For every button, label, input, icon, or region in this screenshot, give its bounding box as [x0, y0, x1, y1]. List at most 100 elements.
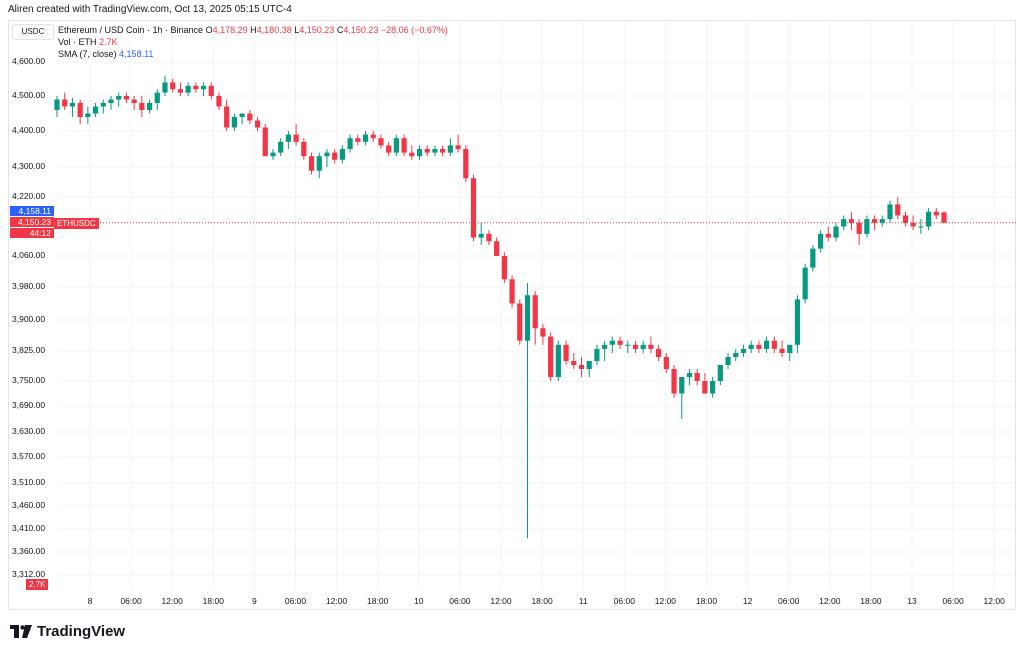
candle-body	[887, 204, 893, 220]
legend-sma-label: SMA (7, close)	[58, 49, 117, 59]
candle-body	[841, 219, 847, 227]
candle	[69, 97, 76, 117]
candle-body	[871, 219, 878, 223]
chart-frame[interactable]	[8, 20, 1016, 610]
candle-body	[794, 299, 801, 345]
candle	[501, 252, 507, 284]
candle-body	[247, 113, 253, 121]
candle	[825, 226, 831, 242]
candle-body	[432, 149, 438, 153]
candle	[193, 82, 199, 93]
legend-low: 4,150.23	[299, 25, 335, 35]
candle	[841, 215, 847, 231]
x-tick-label: 12	[742, 596, 753, 606]
candle-body	[401, 138, 407, 153]
candle-body	[208, 85, 214, 96]
candle-body	[594, 348, 600, 361]
legend-change: −28.06 (−0.67%)	[380, 25, 448, 35]
candle	[632, 340, 639, 353]
candle-body	[933, 211, 939, 216]
candle	[386, 141, 392, 157]
legend-high-label: H	[250, 25, 257, 35]
x-tick-label: 06:00	[778, 596, 800, 606]
candle	[416, 145, 423, 160]
candle	[787, 344, 793, 361]
y-tick-label: 4,400.00	[12, 125, 46, 135]
candle	[77, 99, 83, 124]
legend-symbol[interactable]: Ethereum / USD Coin · 1h · Binance	[58, 25, 204, 35]
candle-body	[787, 344, 793, 353]
y-tick-label: 4,220.00	[12, 191, 46, 201]
tradingview-logo[interactable]: TradingView	[10, 623, 125, 640]
currency-button[interactable]: USDC	[12, 24, 54, 40]
candle	[532, 291, 538, 345]
candle	[247, 110, 253, 124]
candle-body	[802, 267, 808, 300]
candle	[740, 344, 747, 357]
candle-body	[694, 373, 700, 381]
candle-body	[54, 99, 60, 110]
candle-body	[139, 103, 145, 110]
candle	[278, 138, 284, 157]
candle	[447, 138, 453, 157]
candle-body	[231, 117, 237, 128]
symbol-tag: ETHUSDC	[54, 218, 99, 229]
candle-body	[324, 152, 330, 157]
candle-body	[216, 96, 222, 107]
x-tick-label: 10	[414, 596, 424, 606]
legend-high: 4,180.38	[256, 25, 292, 35]
candle-body	[378, 138, 384, 146]
x-tick-label: 9	[252, 596, 257, 606]
candle	[702, 373, 708, 394]
candle	[432, 145, 438, 157]
candle	[424, 145, 430, 157]
candle	[640, 340, 646, 353]
candle	[725, 353, 731, 369]
candle-body	[740, 348, 747, 353]
candle-body	[146, 103, 153, 110]
x-tick-label: 8	[87, 596, 93, 606]
candle	[463, 145, 469, 182]
candle-body	[470, 178, 477, 238]
candle-body	[478, 233, 484, 238]
candle-body	[910, 222, 916, 227]
y-tick-label: 3,360.00	[12, 546, 46, 556]
candle-body	[779, 348, 785, 353]
candle-body	[710, 381, 716, 394]
candle	[748, 340, 754, 353]
candle	[810, 244, 816, 272]
candle	[794, 295, 801, 353]
x-tick-label: 06:00	[942, 596, 964, 606]
y-tick-label: 3,825.00	[12, 345, 46, 355]
x-tick-label: 12:00	[490, 596, 512, 606]
x-tick-label: 18:00	[367, 596, 389, 606]
candle	[625, 340, 631, 353]
legend-volume-row[interactable]: Vol · ETH 2.7K	[58, 36, 448, 48]
candle-body	[810, 248, 816, 268]
candle-body	[100, 103, 106, 107]
candle	[123, 92, 130, 103]
x-tick-label: 12:00	[819, 596, 841, 606]
candle	[733, 348, 739, 361]
y-tick-label: 3,630.00	[12, 426, 46, 436]
candle-body	[925, 211, 932, 227]
candle-body	[864, 219, 870, 234]
candle-body	[856, 222, 862, 234]
candle-body	[370, 134, 376, 139]
candle	[764, 336, 770, 353]
candle	[617, 336, 623, 349]
y-tick-label: 3,690.00	[12, 400, 46, 410]
candle	[694, 369, 700, 386]
candle-body	[409, 152, 415, 157]
legend-open-label: O	[205, 25, 213, 35]
tradingview-icon	[10, 625, 32, 638]
grid-lines	[58, 22, 1015, 590]
candle	[162, 75, 168, 96]
candle-body	[702, 381, 708, 394]
candle-body	[555, 344, 561, 377]
legend-sma-row[interactable]: SMA (7, close) 4,158.11	[58, 48, 448, 60]
x-tick-label: 18:00	[860, 596, 882, 606]
candle-body	[270, 152, 276, 157]
candle-body	[486, 233, 492, 242]
